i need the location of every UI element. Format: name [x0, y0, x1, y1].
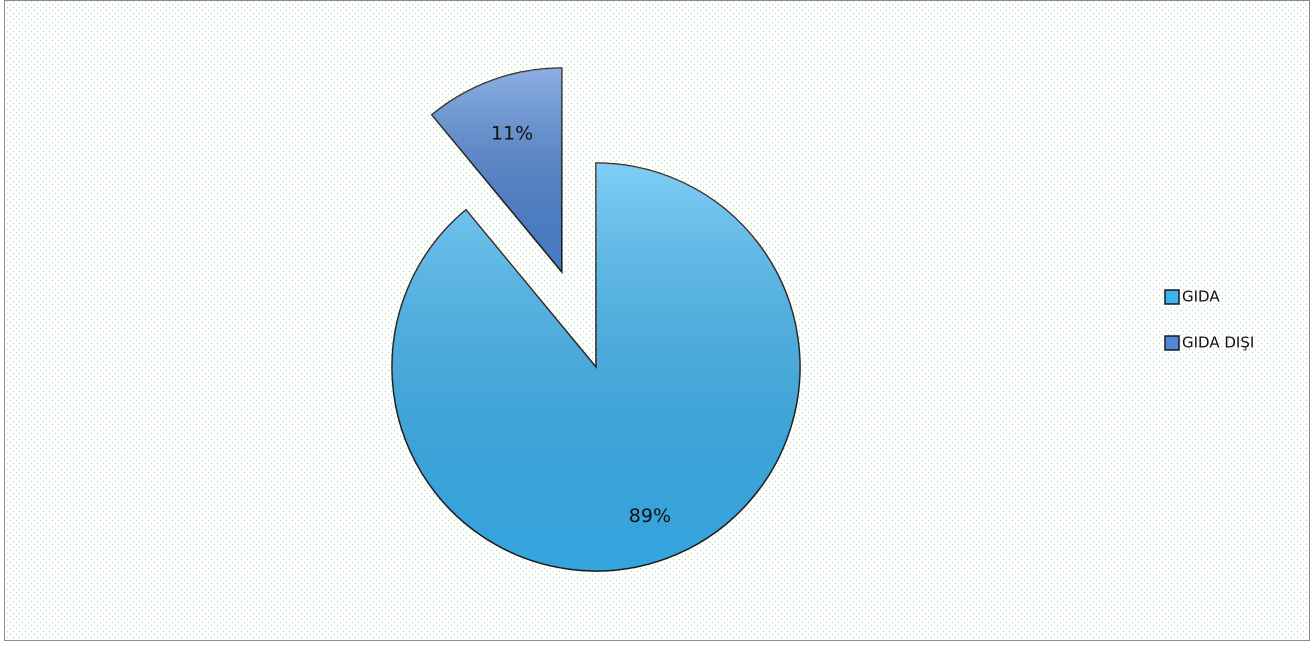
slice-shade — [431, 67, 562, 272]
legend-swatch — [1164, 335, 1180, 351]
slice-shade — [392, 163, 800, 571]
data-label: 89% — [629, 505, 671, 527]
data-label: 11% — [491, 122, 533, 144]
legend-label: GIDA — [1182, 288, 1220, 306]
plot: 89% 11% GIDA GIDA DIŞI — [391, 67, 1254, 572]
legend-swatch — [1164, 289, 1180, 305]
legend-label: GIDA DIŞI — [1182, 334, 1254, 352]
